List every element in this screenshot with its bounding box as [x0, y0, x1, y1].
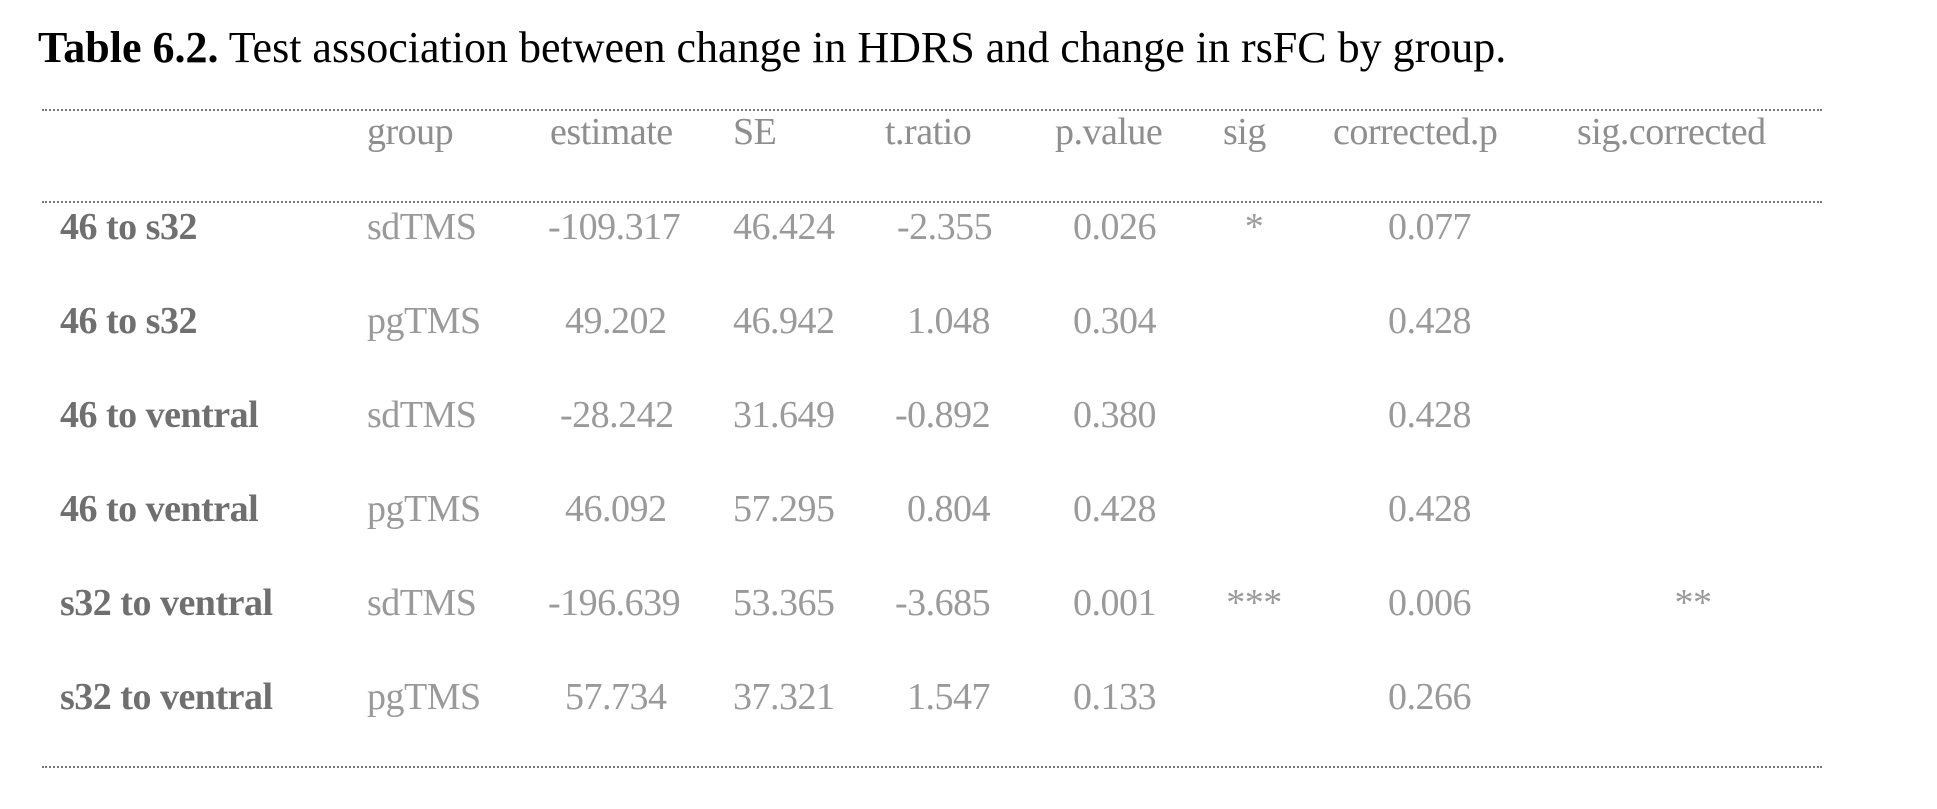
- cell-corrected-p: 0.428: [1388, 488, 1472, 530]
- cell-t-ratio: 0.804: [907, 488, 991, 530]
- row-label: 46 to ventral: [60, 394, 259, 436]
- column-header-corrected-p: corrected.p: [1333, 111, 1498, 153]
- table-top-rule: [42, 109, 1822, 111]
- cell-group: sdTMS: [367, 582, 477, 624]
- cell-group: pgTMS: [367, 676, 481, 718]
- cell-sig-corrected: **: [1674, 582, 1713, 624]
- cell-estimate: 46.092: [565, 488, 667, 530]
- cell-p-value: 0.380: [1073, 394, 1157, 436]
- row-label: 46 to s32: [60, 206, 197, 248]
- column-header-sig-corrected: sig.corrected: [1577, 111, 1766, 153]
- cell-sig: *: [1244, 206, 1264, 248]
- table-header-rule: [42, 201, 1822, 203]
- table-caption-text: Test association between change in HDRS …: [218, 23, 1507, 72]
- cell-se: 46.942: [733, 300, 835, 342]
- cell-corrected-p: 0.428: [1388, 394, 1472, 436]
- cell-se: 53.365: [733, 582, 835, 624]
- cell-estimate: 49.202: [565, 300, 667, 342]
- table-caption: Table 6.2. Test association between chan…: [38, 22, 1506, 75]
- cell-t-ratio: -0.892: [895, 394, 991, 436]
- cell-sig: ***: [1226, 582, 1282, 624]
- column-header-group: group: [367, 111, 454, 153]
- row-label: s32 to ventral: [60, 676, 273, 718]
- cell-p-value: 0.133: [1073, 676, 1157, 718]
- cell-corrected-p: 0.006: [1388, 582, 1472, 624]
- cell-se: 37.321: [733, 676, 835, 718]
- cell-group: pgTMS: [367, 300, 481, 342]
- cell-t-ratio: -3.685: [895, 582, 991, 624]
- cell-se: 57.295: [733, 488, 835, 530]
- column-header-sig: sig: [1223, 111, 1266, 153]
- cell-corrected-p: 0.428: [1388, 300, 1472, 342]
- cell-t-ratio: 1.048: [907, 300, 991, 342]
- cell-se: 46.424: [733, 206, 835, 248]
- cell-p-value: 0.304: [1073, 300, 1157, 342]
- cell-estimate: -109.317: [548, 206, 681, 248]
- cell-corrected-p: 0.266: [1388, 676, 1472, 718]
- row-label: 46 to ventral: [60, 488, 259, 530]
- cell-t-ratio: -2.355: [897, 206, 993, 248]
- column-header-se: SE: [733, 111, 777, 153]
- cell-p-value: 0.428: [1073, 488, 1157, 530]
- cell-group: sdTMS: [367, 394, 477, 436]
- cell-estimate: -28.242: [560, 394, 674, 436]
- column-header-t-ratio: t.ratio: [885, 111, 972, 153]
- cell-p-value: 0.026: [1073, 206, 1157, 248]
- cell-p-value: 0.001: [1073, 582, 1157, 624]
- cell-corrected-p: 0.077: [1388, 206, 1472, 248]
- table-bottom-rule: [42, 766, 1822, 768]
- cell-group: pgTMS: [367, 488, 481, 530]
- column-header-p-value: p.value: [1055, 111, 1163, 153]
- cell-estimate: -196.639: [548, 582, 681, 624]
- row-label: s32 to ventral: [60, 582, 273, 624]
- cell-t-ratio: 1.547: [907, 676, 991, 718]
- cell-estimate: 57.734: [565, 676, 667, 718]
- table-caption-label: Table 6.2.: [38, 23, 219, 72]
- cell-se: 31.649: [733, 394, 835, 436]
- row-label: 46 to s32: [60, 300, 197, 342]
- column-header-estimate: estimate: [550, 111, 673, 153]
- cell-group: sdTMS: [367, 206, 477, 248]
